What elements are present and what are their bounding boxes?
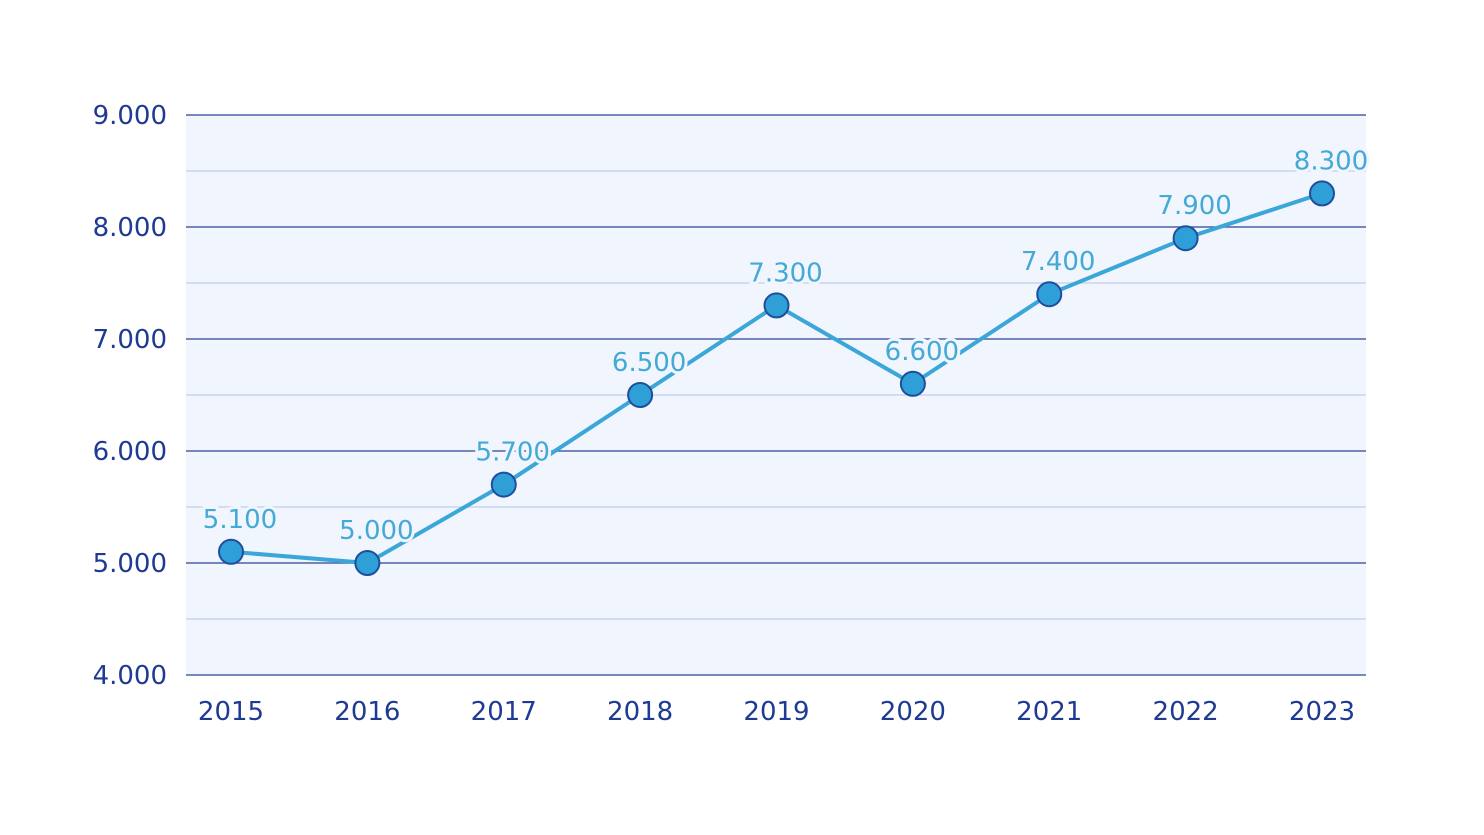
y-tick-label: 8.000 — [93, 213, 167, 243]
data-label: 7.300 — [748, 258, 822, 288]
x-tick-label: 2021 — [1016, 697, 1082, 727]
data-point — [218, 538, 244, 565]
y-axis: 4.000 5.000 6.000 7.000 8.000 9.000 — [93, 101, 167, 691]
x-tick-label: 2022 — [1153, 697, 1219, 727]
x-axis: 2015 2016 2017 2018 2019 2020 2021 2022 2023 — [198, 697, 1355, 727]
data-point — [490, 471, 517, 498]
x-tick-label: 2019 — [743, 697, 809, 727]
x-tick-label: 2016 — [334, 697, 400, 727]
data-point — [1036, 281, 1063, 308]
y-tick-label: 5.000 — [93, 549, 167, 579]
data-label: 8.300 — [1294, 146, 1368, 176]
data-point — [899, 370, 926, 397]
data-point — [763, 292, 790, 319]
data-label: 7.400 — [1021, 247, 1095, 277]
x-tick-label: 2017 — [471, 697, 537, 727]
data-label: 5.100 — [203, 505, 277, 535]
data-label: 6.600 — [885, 337, 959, 367]
y-tick-label: 7.000 — [93, 325, 167, 355]
data-point — [354, 550, 381, 576]
data-label: 5.700 — [476, 438, 550, 468]
x-tick-label: 2015 — [198, 697, 264, 727]
data-point — [1309, 180, 1335, 207]
x-tick-label: 2020 — [880, 697, 946, 727]
x-tick-label: 2018 — [607, 697, 673, 727]
grid-lines — [186, 114, 1366, 676]
y-tick-label: 6.000 — [93, 437, 167, 467]
data-labels: 5.100 5.000 5.700 6.500 7.300 6.600 7.400 7.900… — [200, 143, 1371, 549]
data-label: 7.900 — [1157, 191, 1231, 221]
data-label: 5.000 — [339, 516, 413, 546]
y-tick-label: 9.000 — [93, 101, 167, 131]
x-tick-label: 2023 — [1289, 697, 1355, 727]
data-label: 6.500 — [612, 348, 686, 378]
data-point — [1172, 225, 1199, 252]
y-tick-label: 4.000 — [93, 661, 167, 691]
series — [218, 180, 1335, 576]
data-point — [627, 382, 654, 408]
